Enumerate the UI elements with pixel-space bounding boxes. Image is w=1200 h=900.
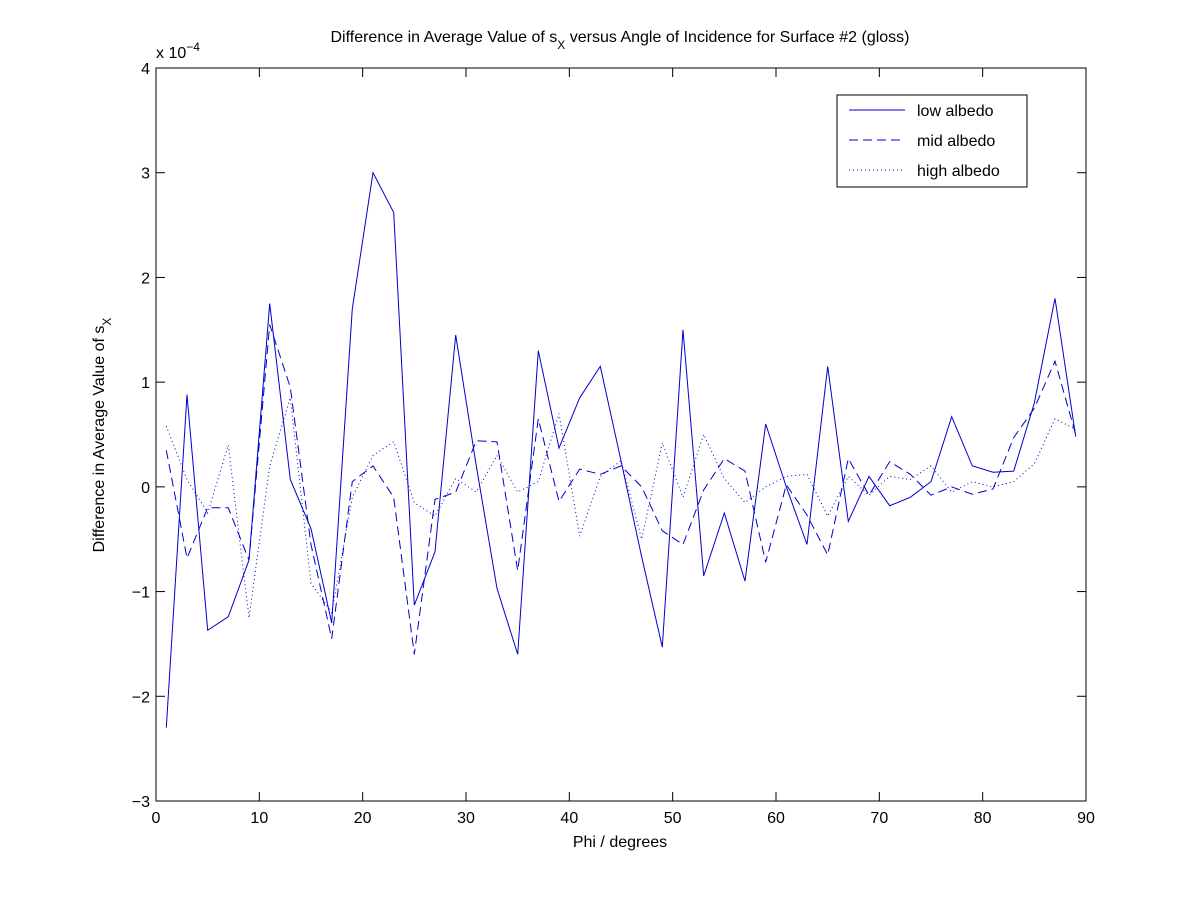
x-tick-label: 10	[250, 810, 268, 827]
series-line-mid-albedo	[165, 324, 1077, 655]
x-tick-labels: 0 10 20 30 40 50 60 70 80 90	[152, 810, 1095, 827]
x-tick-label: 70	[870, 810, 888, 827]
x-tick-label: 30	[457, 810, 475, 827]
series-line-high-albedo	[165, 397, 1076, 618]
y-axis-label: Difference in Average Value of sX	[91, 318, 114, 553]
y-tick-label: 3	[141, 166, 150, 183]
legend-label-mid-albedo: mid albedo	[917, 133, 995, 150]
y-tick-label: −1	[132, 585, 150, 602]
axis-ticks	[155, 67, 1087, 802]
y-tick-label: 0	[141, 480, 150, 497]
chart-title: Difference in Average Value of sX versus…	[330, 29, 909, 52]
series-line-low-albedo	[165, 171, 1077, 728]
legend-label-high-albedo: high albedo	[917, 163, 1000, 180]
x-tick-label: 80	[974, 810, 992, 827]
legend-label-low-albedo: low albedo	[917, 103, 994, 120]
x-tick-label: 60	[767, 810, 785, 827]
series-lines	[165, 171, 1077, 728]
x-tick-label: 50	[664, 810, 682, 827]
x-tick-label: 40	[560, 810, 578, 827]
y-exponent-label: x 10−4	[156, 40, 200, 62]
x-tick-label: 20	[354, 810, 372, 827]
y-tick-label: −2	[132, 689, 150, 706]
plot-frame	[155, 67, 1087, 802]
y-tick-label: 4	[141, 61, 150, 78]
y-tick-label: −3	[132, 794, 150, 811]
y-tick-labels: −3 −2 −1 0 1 2 3 4	[132, 61, 150, 811]
y-tick-label: 1	[141, 375, 150, 392]
x-axis-label: Phi / degrees	[573, 834, 667, 851]
legend: low albedo mid albedo high albedo	[836, 94, 1028, 188]
y-tick-label: 2	[141, 270, 150, 287]
x-tick-label: 90	[1077, 810, 1095, 827]
x-tick-label: 0	[152, 810, 161, 827]
